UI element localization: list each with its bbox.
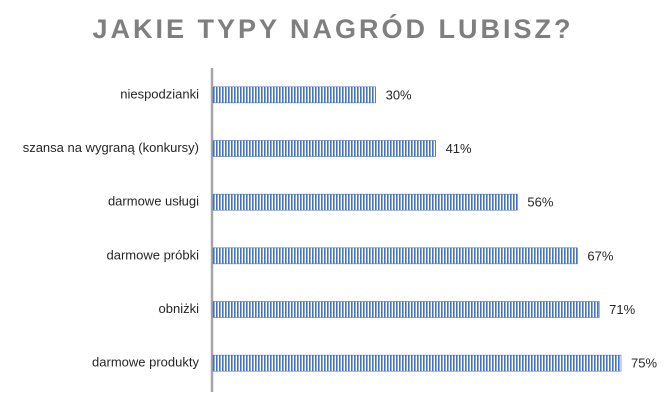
- value-label: 75%: [631, 356, 657, 371]
- bar: [212, 86, 376, 104]
- value-label: 56%: [527, 195, 553, 210]
- category-label: obniżki: [159, 301, 200, 316]
- value-label: 30%: [386, 87, 412, 102]
- category-label: darmowe usługi: [108, 194, 199, 209]
- bar: [212, 354, 622, 372]
- chart-title: JAKIE TYPY NAGRÓD LUBISZ?: [92, 13, 573, 44]
- value-label: 41%: [446, 141, 472, 156]
- bar: [212, 247, 578, 265]
- bar: [212, 193, 518, 211]
- bar: [212, 301, 600, 318]
- category-label: niespodzianki: [120, 86, 199, 101]
- category-label: darmowe produkty: [92, 355, 199, 370]
- value-label: 71%: [609, 302, 635, 317]
- value-label: 67%: [587, 248, 613, 263]
- category-label: darmowe próbki: [107, 247, 200, 262]
- category-label: szansa na wygraną (konkursy): [23, 140, 199, 155]
- bar: [212, 140, 436, 157]
